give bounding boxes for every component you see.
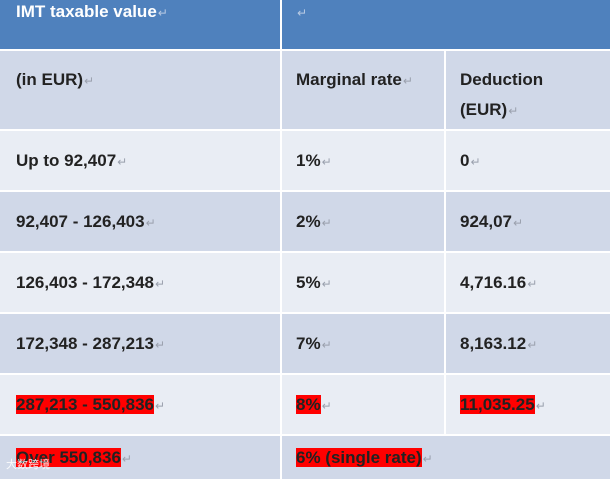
- table-header-row: IMT taxable value↵ ↵: [0, 0, 611, 51]
- paragraph-mark-icon: ↵: [321, 398, 332, 413]
- deduction-value: 924,07: [460, 211, 512, 231]
- header-cell-empty: ↵: [281, 0, 611, 51]
- paragraph-mark-icon: ↵: [535, 398, 546, 413]
- range-value: 172,348 - 287,213: [16, 333, 155, 353]
- table-row-highlighted-last: Over 550,836↵ 6% (single rate)↵: [0, 435, 611, 481]
- table-row-highlighted: 287,213 - 550,836↵ 8%↵ 11,035.25↵: [0, 374, 611, 436]
- paragraph-mark-icon: ↵: [321, 154, 332, 169]
- header-cell-imt-taxable-value: IMT taxable value↵: [0, 0, 282, 51]
- deduction-value: 4,716.16: [460, 272, 527, 292]
- deduction-value: 0: [460, 150, 470, 170]
- paragraph-mark-icon: ↵: [145, 215, 156, 230]
- deduction-cell: 0↵: [445, 130, 611, 192]
- paragraph-mark-icon: ↵: [84, 74, 95, 88]
- table-subheader-row: (in EUR)↵ Marginal rate↵ Deduction (EUR)↵: [0, 50, 611, 131]
- range-cell: Over 550,836↵: [0, 435, 282, 481]
- rate-cell: 8%↵: [281, 374, 446, 436]
- rate-value: 5%: [296, 272, 321, 292]
- rate-value: 7%: [296, 333, 321, 353]
- paragraph-mark-icon: ↵: [297, 6, 308, 20]
- subheader-cell-unit: (in EUR)↵: [0, 50, 282, 131]
- paragraph-mark-icon: ↵: [527, 337, 538, 352]
- subheader-cell-rate: Marginal rate↵: [281, 50, 446, 131]
- deduction-cell: 8,163.12↵: [445, 313, 611, 375]
- subheader-rate: Marginal rate: [296, 70, 402, 89]
- table-row: 92,407 - 126,403↵ 2%↵ 924,07↵: [0, 191, 611, 253]
- rate-cell: 5%↵: [281, 252, 446, 314]
- subheader-unit: (in EUR): [16, 70, 84, 89]
- rate-cell: 7%↵: [281, 313, 446, 375]
- rate-value: 1%: [296, 150, 321, 170]
- table-row: 172,348 - 287,213↵ 7%↵ 8,163.12↵: [0, 313, 611, 375]
- range-value-highlight: Over 550,836: [16, 447, 121, 467]
- range-value: 92,407 - 126,403: [16, 211, 145, 231]
- paragraph-mark-icon: ↵: [422, 451, 433, 466]
- deduction-value: 8,163.12: [460, 333, 527, 353]
- rate-value-highlight: 6% (single rate): [296, 447, 422, 467]
- paragraph-mark-icon: ↵: [155, 276, 166, 291]
- paragraph-mark-icon: ↵: [321, 276, 332, 291]
- table-row: Up to 92,407↵ 1%↵ 0↵: [0, 130, 611, 192]
- subheader-cell-deduction: Deduction (EUR)↵: [445, 50, 611, 131]
- range-cell: Up to 92,407↵: [0, 130, 282, 192]
- rate-value-highlight: 8%: [296, 394, 321, 414]
- table-row: 126,403 - 172,348↵ 5%↵ 4,716.16↵: [0, 252, 611, 314]
- paragraph-mark-icon: ↵: [508, 104, 519, 118]
- paragraph-mark-icon: ↵: [321, 337, 332, 352]
- range-value-highlight: 287,213 - 550,836: [16, 394, 155, 414]
- paragraph-mark-icon: ↵: [513, 215, 524, 230]
- subheader-deduction-line2: (EUR): [460, 100, 508, 119]
- paragraph-mark-icon: ↵: [527, 276, 538, 291]
- deduction-cell: 4,716.16↵: [445, 252, 611, 314]
- paragraph-mark-icon: ↵: [117, 154, 128, 169]
- deduction-cell: 11,035.25↵: [445, 374, 611, 436]
- subheader-deduction-line1: Deduction: [460, 70, 544, 89]
- watermark-text: 大数跨境: [6, 458, 50, 471]
- range-cell: 126,403 - 172,348↵: [0, 252, 282, 314]
- deduction-cell: 924,07↵: [445, 191, 611, 253]
- range-cell: 287,213 - 550,836↵: [0, 374, 282, 436]
- paragraph-mark-icon: ↵: [402, 74, 413, 88]
- paragraph-mark-icon: ↵: [121, 451, 132, 466]
- range-value: 126,403 - 172,348: [16, 272, 155, 292]
- header-title: IMT taxable value: [16, 2, 157, 21]
- paragraph-mark-icon: ↵: [157, 6, 168, 20]
- range-value: Up to 92,407: [16, 150, 117, 170]
- paragraph-mark-icon: ↵: [321, 215, 332, 230]
- rate-cell: 2%↵: [281, 191, 446, 253]
- rate-cell-merged: 6% (single rate)↵: [281, 435, 611, 481]
- range-cell: 172,348 - 287,213↵: [0, 313, 282, 375]
- deduction-value-highlight: 11,035.25: [460, 394, 535, 414]
- range-cell: 92,407 - 126,403↵: [0, 191, 282, 253]
- paragraph-mark-icon: ↵: [470, 154, 481, 169]
- rate-value: 2%: [296, 211, 321, 231]
- rate-cell: 1%↵: [281, 130, 446, 192]
- paragraph-mark-icon: ↵: [155, 337, 166, 352]
- watermark-logo: 大数跨境: [6, 456, 50, 472]
- paragraph-mark-icon: ↵: [155, 398, 166, 413]
